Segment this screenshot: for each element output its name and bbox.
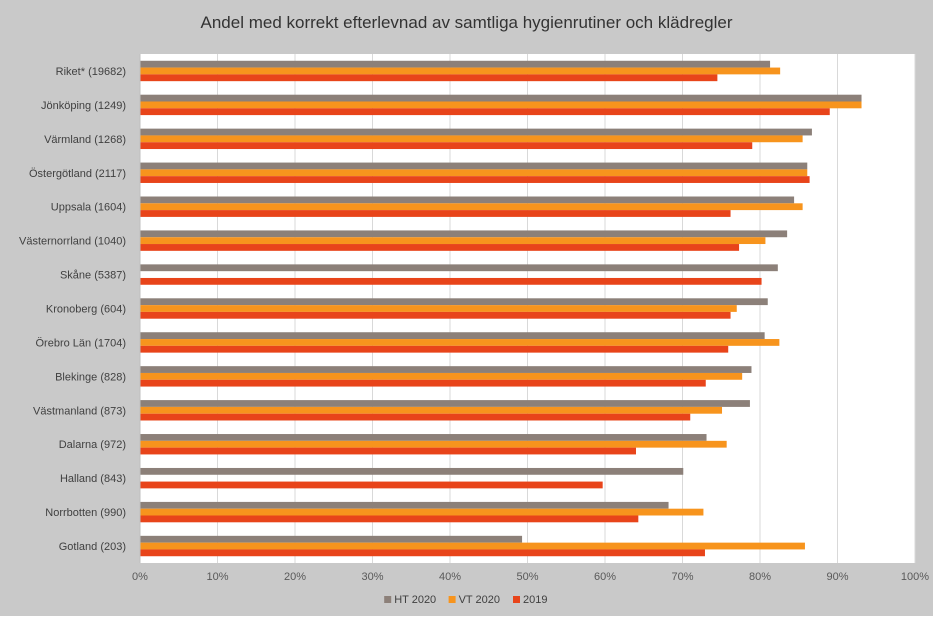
- category-label: Skåne (5387): [60, 270, 126, 282]
- category-label: Dalarna (972): [59, 439, 126, 451]
- bar-2019: [140, 176, 810, 183]
- bar-vt-2020: [140, 237, 766, 245]
- bar-2019: [140, 311, 731, 319]
- category-label: Kronoberg (604): [46, 304, 126, 316]
- category-label: Jönköping (1249): [41, 100, 126, 112]
- legend-swatch: [448, 596, 456, 603]
- bar-ht-2020: [140, 467, 684, 475]
- bar-2019: [140, 277, 762, 285]
- bar-ht-2020: [140, 535, 523, 543]
- legend-swatch: [384, 596, 392, 603]
- legend-label: HT 2020: [394, 594, 436, 606]
- bar-ht-2020: [140, 501, 669, 509]
- bar-vt-2020: [140, 203, 803, 211]
- bar-2019: [140, 549, 705, 557]
- x-tick-label: 60%: [594, 571, 616, 583]
- bar-vt-2020: [140, 542, 805, 550]
- chart-title: Andel med korrekt efterlevnad av samtlig…: [201, 13, 733, 32]
- x-tick-label: 20%: [284, 571, 306, 583]
- category-label: Östergötland (2117): [29, 168, 126, 180]
- bar-ht-2020: [140, 264, 778, 272]
- x-tick-label: 0%: [132, 571, 148, 583]
- category-label: Halland (843): [60, 473, 126, 485]
- x-tick-label: 40%: [439, 571, 461, 583]
- legend: HT 2020 VT 2020 2019: [384, 594, 547, 606]
- legend-label: 2019: [523, 594, 547, 606]
- x-tick-label: 50%: [516, 571, 538, 583]
- bar-vt-2020: [140, 339, 780, 346]
- category-label: Riket* (19682): [56, 66, 126, 78]
- bar-2019: [140, 108, 830, 116]
- bar-2019: [140, 447, 636, 455]
- legend-swatch: [513, 596, 520, 603]
- bar-ht-2020: [140, 400, 750, 407]
- bar-2019: [140, 210, 731, 217]
- category-label: Norrbotten (990): [45, 507, 126, 519]
- bar-ht-2020: [140, 60, 771, 68]
- bar-ht-2020: [140, 230, 788, 238]
- bar-2019: [140, 413, 691, 421]
- category-label: Värmland (1268): [44, 134, 126, 146]
- bar-vt-2020: [140, 508, 704, 516]
- bars: [140, 60, 862, 557]
- bar-vt-2020: [140, 372, 743, 380]
- bar-vt-2020: [140, 440, 727, 448]
- bar-2019: [140, 481, 603, 489]
- category-label: Uppsala (1604): [51, 202, 126, 214]
- bar-2019: [140, 244, 740, 251]
- bar-vt-2020: [140, 135, 803, 143]
- category-label: Västernorrland (1040): [19, 236, 126, 248]
- bar-ht-2020: [140, 434, 707, 441]
- bar-ht-2020: [140, 94, 862, 102]
- bar-vt-2020: [140, 305, 737, 312]
- x-axis-labels: 0% 10% 20% 30% 40% 50% 60% 70% 80% 90% 100%: [132, 571, 929, 583]
- bar-vt-2020: [140, 406, 723, 414]
- bar-vt-2020: [140, 169, 808, 177]
- legend-label: VT 2020: [459, 594, 500, 606]
- bar-2019: [140, 142, 753, 150]
- bar-ht-2020: [140, 366, 752, 373]
- x-tick-label: 80%: [749, 571, 771, 583]
- bar-2019: [140, 74, 718, 82]
- x-tick-label: 10%: [206, 571, 228, 583]
- category-label: Västmanland (873): [33, 405, 126, 417]
- bar-vt-2020: [140, 67, 781, 75]
- bar-2019: [140, 345, 729, 353]
- bar-ht-2020: [140, 196, 795, 204]
- bar-ht-2020: [140, 162, 808, 170]
- bar-ht-2020: [140, 298, 768, 306]
- category-label: Gotland (203): [59, 541, 126, 553]
- bar-vt-2020: [140, 101, 862, 109]
- x-tick-label: 30%: [361, 571, 383, 583]
- bar-2019: [140, 379, 706, 387]
- x-tick-label: 90%: [826, 571, 848, 583]
- x-tick-label: 70%: [671, 571, 693, 583]
- y-axis-labels: Riket* (19682) Jönköping (1249) Värmland (…: [19, 66, 126, 553]
- category-label: Örebro Län (1704): [36, 337, 127, 349]
- bar-ht-2020: [140, 332, 765, 340]
- x-tick-label: 100%: [901, 571, 929, 583]
- category-label: Blekinge (828): [55, 371, 126, 383]
- bar-ht-2020: [140, 128, 812, 136]
- bar-2019: [140, 515, 639, 523]
